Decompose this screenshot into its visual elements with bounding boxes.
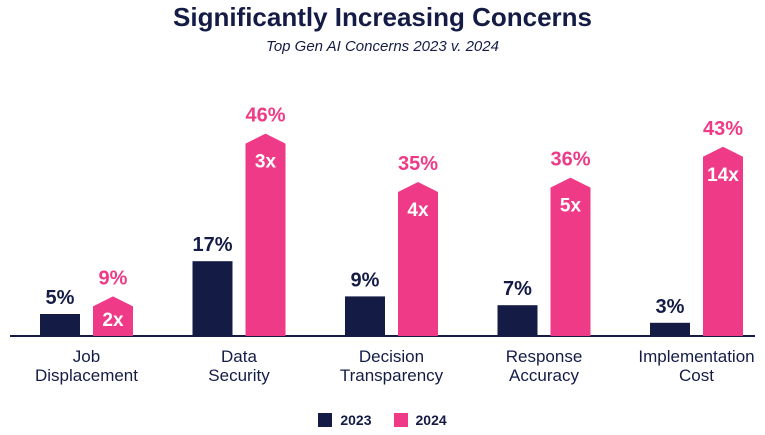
legend-label-2024: 2024	[415, 412, 447, 428]
data-label-2024: 36%	[550, 149, 590, 171]
legend-label-2023: 2023	[340, 412, 372, 428]
data-label-2023: 5%	[46, 287, 75, 309]
data-label-2023: 7%	[503, 278, 532, 300]
category-label: Response	[506, 347, 583, 366]
category-label: Security	[208, 366, 270, 385]
legend-item-2023: 2023	[318, 412, 372, 428]
bar-2023	[345, 296, 385, 336]
data-label-2024: 35%	[398, 153, 438, 175]
category-label: Accuracy	[509, 366, 579, 385]
multiplier-label: 14x	[707, 165, 739, 186]
category-label: Implementation	[638, 347, 754, 366]
legend: 2023 2024	[0, 412, 765, 428]
multiplier-label: 4x	[407, 200, 429, 221]
bar-2024	[703, 146, 743, 336]
legend-swatch-2023	[318, 413, 333, 427]
data-label-2024: 9%	[99, 267, 128, 289]
chart-title: Significantly Increasing Concerns	[173, 2, 592, 32]
bar-2024	[245, 133, 286, 336]
bar-2023	[497, 305, 538, 336]
legend-swatch-2024	[393, 413, 408, 427]
category-label: Decision	[359, 347, 424, 366]
category-label: Displacement	[35, 366, 138, 385]
bar-2023	[650, 322, 690, 336]
bar-2023	[192, 261, 233, 336]
category-label: Transparency	[340, 366, 444, 385]
data-label-2023: 3%	[656, 296, 685, 318]
category-label: Data	[221, 347, 257, 366]
bar-2023	[40, 314, 80, 336]
category-label: Job	[73, 347, 100, 366]
bar-2024	[93, 296, 133, 336]
bar-2024	[550, 177, 591, 336]
legend-item-2024: 2024	[393, 412, 447, 428]
chart-subtitle: Top Gen AI Concerns 2023 v. 2024	[266, 38, 499, 55]
bar-2024	[398, 182, 438, 336]
multiplier-label: 5x	[560, 196, 582, 217]
data-label-2024: 43%	[703, 118, 743, 140]
data-label-2024: 46%	[245, 105, 285, 127]
multiplier-label: 2x	[102, 310, 124, 331]
data-label-2023: 17%	[192, 234, 232, 256]
multiplier-label: 3x	[255, 152, 277, 173]
data-label-2023: 9%	[351, 269, 380, 291]
category-label: Cost	[679, 366, 714, 385]
